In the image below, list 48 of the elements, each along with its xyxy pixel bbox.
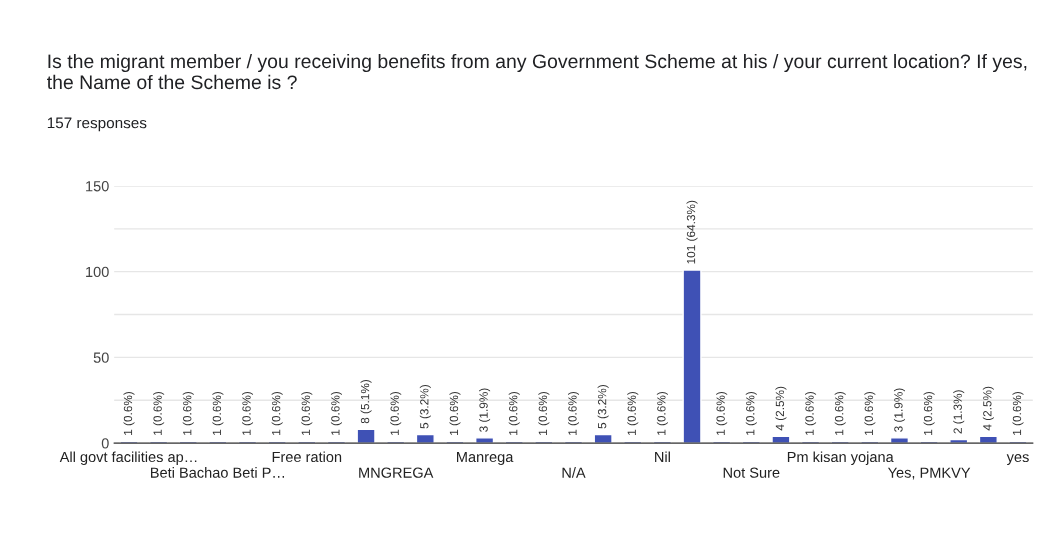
x-tick-label: Beti Bachao Beti P…	[151, 467, 285, 478]
data-label: 1 (0.6%)	[656, 391, 668, 435]
data-label: 1 (0.6%)	[923, 391, 935, 435]
data-label: 5 (3.2%)	[419, 385, 431, 429]
x-tick-label: Free ration	[272, 451, 342, 463]
data-label: 1 (0.6%)	[567, 391, 579, 435]
data-label: 1 (0.6%)	[805, 391, 817, 435]
data-label: 1 (0.6%)	[271, 391, 283, 435]
data-label: 1 (0.6%)	[212, 391, 224, 435]
chart-subtitle: 157 responses	[47, 117, 147, 132]
y-tick-label: 100	[86, 266, 109, 278]
data-label: 1 (0.6%)	[864, 391, 876, 435]
data-label: 1 (0.6%)	[538, 391, 550, 435]
data-label: 8 (5.1%)	[360, 379, 372, 424]
data-label: 2 (1.3%)	[953, 390, 965, 434]
data-label: 1 (0.6%)	[153, 391, 165, 435]
data-label: 4 (2.5%)	[982, 386, 994, 431]
data-label: 1 (0.6%)	[508, 391, 520, 435]
data-label: 1 (0.6%)	[242, 391, 254, 435]
data-label: 1 (0.6%)	[834, 391, 846, 435]
data-label: 1 (0.6%)	[301, 391, 313, 435]
chart-title: Is the migrant member / you receiving benefits from any Government Scheme at his / your current location? If yes, the Name of the Scheme is ?	[47, 53, 1027, 90]
data-label: 3 (1.9%)	[479, 388, 491, 432]
x-tick-label: Yes, PMKVY	[887, 467, 971, 480]
x-tick-label: Pm kisan yojana	[787, 451, 894, 465]
x-tick-label: Nil	[655, 451, 670, 462]
data-label: 1 (0.6%)	[449, 391, 461, 435]
data-label: 1 (0.6%)	[182, 391, 194, 435]
data-label: 1 (0.6%)	[716, 391, 728, 435]
x-tick-label: yes	[1006, 454, 1029, 465]
data-label: 1 (0.6%)	[1012, 391, 1024, 435]
data-label: 101 (64.3%)	[686, 200, 698, 264]
data-label: 1 (0.6%)	[745, 391, 757, 435]
data-label: 1 (0.6%)	[123, 391, 135, 435]
x-tick-label: MNGREGA	[359, 467, 434, 478]
x-tick-label: Manrega	[457, 451, 514, 465]
x-tick-label: Not Sure	[723, 467, 780, 478]
y-tick-label: 50	[93, 352, 109, 363]
data-label: 1 (0.6%)	[330, 391, 342, 435]
y-tick-label: 150	[86, 181, 109, 192]
y-tick-label: 0	[101, 438, 109, 449]
data-label: 3 (1.9%)	[893, 388, 905, 432]
data-label: 5 (3.2%)	[597, 385, 609, 429]
data-label: 4 (2.5%)	[775, 386, 787, 431]
data-label: 1 (0.6%)	[390, 391, 402, 435]
x-tick-label: N/A	[562, 467, 586, 478]
data-label: 1 (0.6%)	[627, 391, 639, 435]
x-tick-label: All govt facilities ap…	[59, 451, 197, 465]
